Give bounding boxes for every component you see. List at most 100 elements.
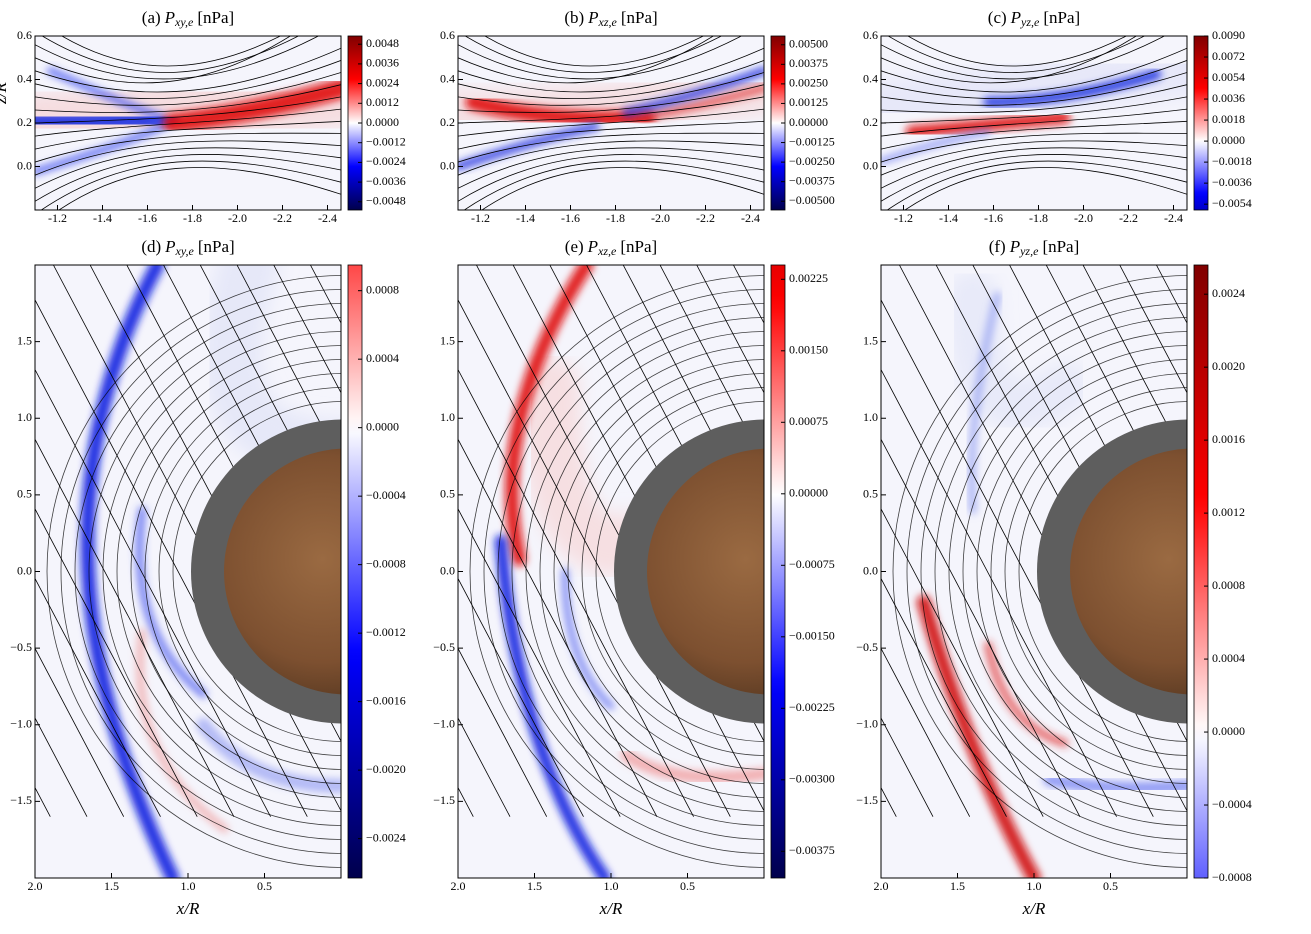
field-region xyxy=(637,84,764,122)
y-tick-label: 1.0 xyxy=(863,410,878,424)
unit: [nPa] xyxy=(621,8,658,27)
streamline xyxy=(35,368,271,817)
field-region xyxy=(494,534,611,878)
streamline xyxy=(88,317,341,826)
colorbar-tick-label: 0.0036 xyxy=(1212,91,1245,105)
colorbar xyxy=(1193,35,1209,211)
x-tick-label: -1.6 xyxy=(561,211,580,225)
unit: [nPa] xyxy=(1043,8,1080,27)
streamline xyxy=(35,84,341,113)
y-tick-label: −1.0 xyxy=(856,717,878,731)
streamline xyxy=(458,36,715,84)
x-tick-label: 2.0 xyxy=(874,879,889,893)
colorbar-tick-label: 0.0090 xyxy=(1212,28,1245,42)
streamline xyxy=(458,60,764,100)
streamline xyxy=(881,47,1187,93)
field-region xyxy=(136,628,229,833)
streamline xyxy=(35,438,235,817)
x-tick-label: -1.4 xyxy=(516,211,535,225)
colorbar-tick-label: −0.0016 xyxy=(366,693,406,707)
symbol: P xyxy=(587,8,598,27)
streamline xyxy=(1082,265,1187,464)
streamline xyxy=(1004,387,1187,756)
y-tick-label: 0.6 xyxy=(17,28,32,42)
y-tick-label: 0.0 xyxy=(17,563,32,577)
x-tick-label: 1.5 xyxy=(104,879,119,893)
colorbar-tick-label: 0.0024 xyxy=(1212,286,1245,300)
streamline xyxy=(172,401,341,742)
streamline xyxy=(881,96,1187,124)
streamlines xyxy=(881,36,1187,210)
streamline xyxy=(990,373,1187,770)
x-tick-label: -2.4 xyxy=(318,211,337,225)
x-tick-label: -1.4 xyxy=(93,211,112,225)
streamline xyxy=(458,140,764,176)
colorbar-tick-label: 0.0036 xyxy=(366,56,399,70)
x-tick-label: -1.2 xyxy=(471,211,490,225)
streamline xyxy=(458,647,548,817)
plot-area xyxy=(458,265,764,878)
colorbar-tick-label: 0.00000 xyxy=(789,115,828,129)
colorbar-tick-label: −0.0024 xyxy=(366,154,406,168)
y-tick-label: −1.5 xyxy=(433,793,455,807)
streamline xyxy=(458,299,731,817)
colorbar-tick-label: −0.00250 xyxy=(789,154,835,168)
x-tick-label: -2.4 xyxy=(1164,211,1183,225)
colorbar-tick-label: 0.00125 xyxy=(789,95,828,109)
x-tick-label: 2.0 xyxy=(28,879,43,893)
panel-label: (a) xyxy=(142,8,161,27)
colorbar-tick-label: −0.00125 xyxy=(789,134,835,148)
streamline xyxy=(1018,401,1187,742)
colorbar-tick-label: −0.0054 xyxy=(1212,196,1252,210)
y-tick-label: 0.4 xyxy=(863,71,878,85)
x-tick-label: -2.2 xyxy=(273,211,292,225)
streamline xyxy=(525,331,764,812)
y-tick-label: 0.0 xyxy=(440,563,455,577)
streamline xyxy=(553,359,764,784)
plot-area xyxy=(35,265,341,878)
streamline xyxy=(539,345,764,798)
colorbar-tick-label: 0.00250 xyxy=(789,76,828,90)
streamline xyxy=(116,345,341,798)
streamline xyxy=(511,317,764,826)
y-tick-label: 0.2 xyxy=(863,115,878,129)
colorbar-tick-label: −0.00075 xyxy=(789,557,835,571)
x-tick-label: 0.5 xyxy=(257,879,272,893)
streamline xyxy=(158,387,341,756)
streamline xyxy=(469,275,764,868)
x-axis-label: x/R xyxy=(599,899,623,918)
streamline xyxy=(484,36,705,67)
colorbar-tick-label: 0.0008 xyxy=(1212,578,1245,592)
streamline xyxy=(907,36,1128,67)
colorbar xyxy=(770,264,786,879)
colorbar-tick-label: 0.00150 xyxy=(789,343,828,357)
colorbar-tick-label: −0.0004 xyxy=(1212,797,1252,811)
y-tick-label: −0.5 xyxy=(856,640,878,654)
colorbar-tick-label: −0.0008 xyxy=(366,556,406,570)
symbol: P xyxy=(164,237,175,256)
streamline xyxy=(35,147,341,189)
unit: [nPa] xyxy=(197,8,234,27)
streamline xyxy=(622,265,764,534)
streamline xyxy=(1119,265,1187,394)
colorbar-tick-label: −0.00500 xyxy=(789,193,835,207)
x-tick-label: 1.0 xyxy=(1027,879,1042,893)
x-tick-label: -1.6 xyxy=(984,211,1003,225)
colorbar-tick-label: 0.0012 xyxy=(1212,505,1245,519)
subscript: xy,e xyxy=(175,244,195,258)
colorbar-tick-label: 0.00225 xyxy=(789,271,828,285)
colorbar-tick-label: −0.0004 xyxy=(366,488,406,502)
colorbar-tick-label: 0.0000 xyxy=(1212,724,1245,738)
field-region xyxy=(622,66,764,117)
streamline xyxy=(881,154,1187,202)
streamline xyxy=(892,275,1187,868)
y-tick-label: 0.4 xyxy=(17,71,32,85)
colorbar-tick-label: 0.0000 xyxy=(366,115,399,129)
streamline xyxy=(881,108,1187,137)
streamline xyxy=(659,265,764,464)
colorbar-tick-label: 0.00075 xyxy=(789,414,828,428)
symbol: P xyxy=(164,8,175,27)
colorbar xyxy=(1193,264,1209,879)
streamline xyxy=(881,299,1154,817)
streamline xyxy=(458,120,764,150)
